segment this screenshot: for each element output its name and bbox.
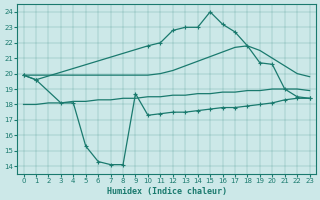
X-axis label: Humidex (Indice chaleur): Humidex (Indice chaleur) [107,187,227,196]
